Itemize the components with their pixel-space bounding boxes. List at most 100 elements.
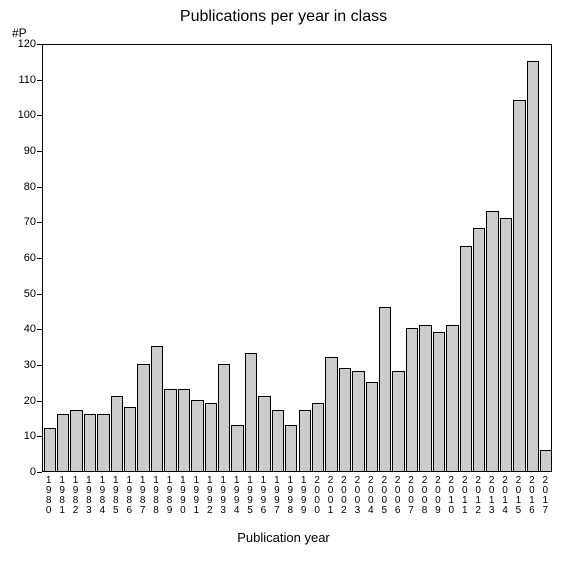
bar: [258, 396, 270, 471]
x-tick-label: 1984: [96, 476, 109, 516]
y-tick-label: 10: [24, 430, 36, 442]
y-tick-label: 0: [30, 466, 36, 478]
x-tick-label: 2000: [310, 476, 323, 516]
y-tick-mark: [37, 115, 42, 116]
bar: [111, 396, 123, 471]
bar: [205, 403, 217, 471]
y-tick-label: 110: [18, 74, 36, 86]
bar: [325, 357, 337, 471]
x-tick-label: 1998: [284, 476, 297, 516]
y-tick-label: 50: [24, 288, 36, 300]
bar: [57, 414, 69, 471]
x-tick-label: 1989: [163, 476, 176, 516]
x-tick-label: 2005: [378, 476, 391, 516]
bar: [231, 425, 243, 471]
bar: [137, 364, 149, 471]
x-tick-label: 2017: [539, 476, 552, 516]
y-tick-label: 100: [18, 109, 36, 121]
bar: [124, 407, 136, 471]
x-tick-label: 1988: [149, 476, 162, 516]
x-tick-label: 1980: [42, 476, 55, 516]
bar: [486, 211, 498, 471]
y-tick-mark: [37, 401, 42, 402]
y-tick-mark: [37, 472, 42, 473]
y-tick-label: 40: [24, 323, 36, 335]
x-tick-label: 2009: [431, 476, 444, 516]
y-tick-label: 80: [24, 181, 36, 193]
x-tick-label: 2007: [404, 476, 417, 516]
bar: [151, 346, 163, 471]
bar: [84, 414, 96, 471]
x-tick-label: 2010: [445, 476, 458, 516]
y-tick-label: 120: [18, 38, 36, 50]
bar: [312, 403, 324, 471]
x-tick-label: 1985: [109, 476, 122, 516]
bar: [272, 410, 284, 471]
bar: [352, 371, 364, 471]
y-tick-label: 70: [24, 216, 36, 228]
y-tick-mark: [37, 80, 42, 81]
bar: [500, 218, 512, 471]
bar: [218, 364, 230, 471]
bar: [366, 382, 378, 471]
y-tick-mark: [37, 436, 42, 437]
x-tick-label: 2006: [391, 476, 404, 516]
x-tick-label: 1994: [230, 476, 243, 516]
x-tick-label: 2014: [498, 476, 511, 516]
chart-container: Publications per year in class #P 010203…: [0, 0, 567, 567]
y-tick-mark: [37, 222, 42, 223]
bar: [178, 389, 190, 471]
y-tick-label: 20: [24, 395, 36, 407]
plot-area: [42, 44, 552, 472]
x-tick-label: 2004: [364, 476, 377, 516]
x-tick-label: 1991: [190, 476, 203, 516]
x-axis-label: Publication year: [0, 530, 567, 545]
y-tick-mark: [37, 294, 42, 295]
x-tick-label: 1981: [55, 476, 68, 516]
bar: [44, 428, 56, 471]
bar: [339, 368, 351, 471]
bar: [419, 325, 431, 471]
x-tick-label: 2012: [471, 476, 484, 516]
bar: [540, 450, 552, 471]
x-tick-label: 1993: [216, 476, 229, 516]
x-tick-label: 2002: [337, 476, 350, 516]
y-tick-mark: [37, 151, 42, 152]
x-tick-label: 1999: [297, 476, 310, 516]
y-tick-label: 90: [24, 145, 36, 157]
bar: [460, 246, 472, 471]
bar: [191, 400, 203, 471]
x-tick-label: 2003: [351, 476, 364, 516]
bar: [97, 414, 109, 471]
bar: [433, 332, 445, 471]
x-tick-label: 1982: [69, 476, 82, 516]
x-tick-label: 2001: [324, 476, 337, 516]
y-tick-mark: [37, 258, 42, 259]
chart-title: Publications per year in class: [0, 8, 567, 26]
y-tick-mark: [37, 187, 42, 188]
bar: [164, 389, 176, 471]
y-tick-label: 60: [24, 252, 36, 264]
x-tick-label: 2013: [485, 476, 498, 516]
x-tick-label: 1997: [270, 476, 283, 516]
bar: [379, 307, 391, 471]
bar: [299, 410, 311, 471]
y-tick-mark: [37, 329, 42, 330]
x-tick-label: 2008: [418, 476, 431, 516]
x-tick-label: 1987: [136, 476, 149, 516]
x-tick-label: 1986: [123, 476, 136, 516]
y-tick-mark: [37, 365, 42, 366]
x-tick-label: 2016: [525, 476, 538, 516]
bar: [285, 425, 297, 471]
bar: [473, 228, 485, 471]
x-tick-label: 1995: [243, 476, 256, 516]
x-tick-label: 2015: [512, 476, 525, 516]
x-tick-label: 1990: [176, 476, 189, 516]
bar: [70, 410, 82, 471]
y-tick-label: 30: [24, 359, 36, 371]
x-tick-label: 1996: [257, 476, 270, 516]
bar: [245, 353, 257, 471]
x-tick-label: 1983: [82, 476, 95, 516]
bar: [406, 328, 418, 471]
y-tick-mark: [37, 44, 42, 45]
